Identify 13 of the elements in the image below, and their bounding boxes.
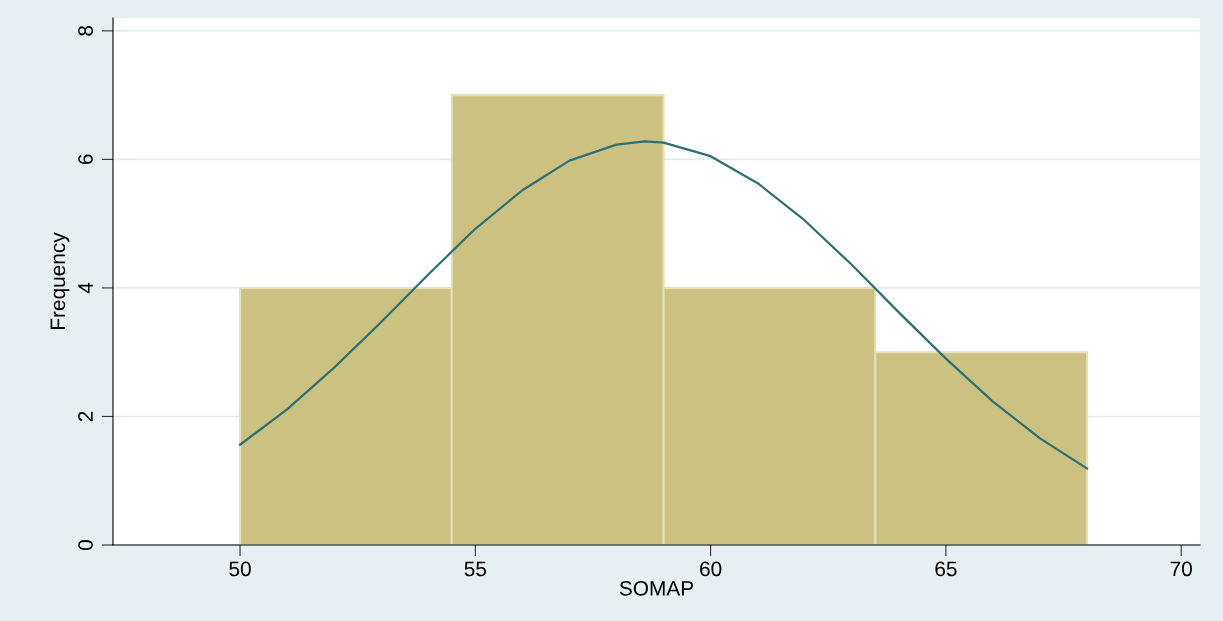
x-tick-label: 50 [229,561,251,577]
y-tick-label: 0 [78,540,93,550]
y-tick-label: 6 [78,154,93,165]
line-series [238,140,1089,470]
x-tick-label: 55 [464,561,487,577]
y-tick-label: 8 [78,25,93,36]
y-tick-label: 4 [78,282,93,294]
x-tick-label: 70 [1170,561,1192,577]
x-tick-label: 60 [700,561,722,577]
y-tick-label: 2 [78,411,93,422]
x-tick-label: 65 [935,561,957,577]
y-axis-title: Frequency [50,232,70,329]
x-axis-title: SOMAP [619,580,694,596]
